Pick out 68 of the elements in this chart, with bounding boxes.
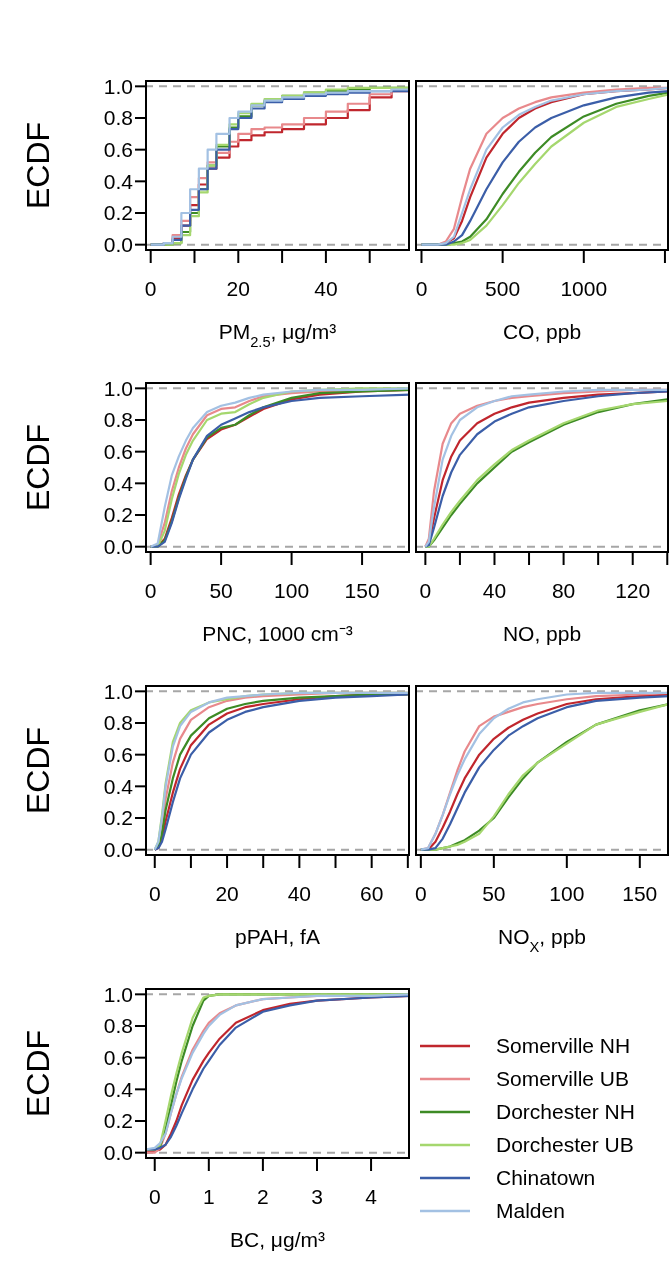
x-tick-label: 0: [148, 1184, 161, 1208]
x-tick-label: 1: [202, 1184, 215, 1208]
legend-label: Somerville UB: [496, 1067, 630, 1091]
y-tick-label: 0.8: [103, 106, 133, 130]
x-tick-label: 0: [148, 881, 161, 905]
y-tick-label: 0.2: [103, 806, 133, 830]
legend-label: Malden: [496, 1199, 565, 1223]
legend-label: Dorchester UB: [496, 1133, 634, 1157]
y-tick-label: 0.2: [103, 201, 133, 225]
x-axis-title: NO, ppb: [502, 622, 582, 645]
x-axis-title: pPAH, fA: [235, 925, 320, 948]
x-tick-label: 50: [482, 881, 506, 905]
y-tick-label: 0.4: [103, 471, 134, 495]
y-tick-label: 0.6: [103, 138, 133, 162]
y-tick-label: 0.6: [103, 743, 133, 767]
x-tick-label: 0: [415, 881, 427, 905]
y-tick-label: 0.4: [103, 169, 134, 193]
x-tick-label: 0: [144, 578, 157, 602]
y-axis-title: ECDF: [20, 726, 56, 815]
y-tick-label: 0.4: [103, 774, 134, 798]
x-axis-title: NO$_{X}$, ppb: [497, 925, 587, 955]
x-axis-title: BC, μg/m³: [230, 1228, 325, 1251]
x-tick-label: 2: [257, 1184, 269, 1208]
legend-label: Dorchester NH: [496, 1100, 635, 1124]
y-tick-label: 0.6: [103, 1046, 133, 1070]
y-tick-label: 1.0: [103, 74, 133, 98]
x-tick-label: 0: [144, 276, 157, 300]
y-tick-label: 0.0: [103, 233, 133, 257]
y-tick-label: 1.0: [103, 982, 133, 1006]
x-axis-title: PM$_{2.5}$, μg/m³: [218, 320, 337, 350]
y-tick-label: 0.4: [103, 1077, 134, 1101]
x-tick-label: 40: [482, 578, 507, 602]
x-tick-label: 1000: [560, 276, 608, 300]
y-axis-title: ECDF: [20, 423, 56, 512]
x-tick-label: 40: [314, 276, 338, 300]
y-tick-label: 0.8: [103, 408, 133, 432]
x-tick-label: 500: [485, 276, 521, 300]
x-tick-label: 20: [226, 276, 250, 300]
y-axis-title: ECDF: [20, 1029, 56, 1118]
x-tick-label: 40: [287, 881, 312, 905]
y-tick-label: 0.8: [103, 1014, 133, 1038]
y-tick-label: 1.0: [103, 376, 133, 400]
x-tick-label: 0: [415, 276, 428, 300]
y-tick-label: 1.0: [103, 679, 133, 703]
x-axis-title: PNC, 1000 cm⁻³: [202, 622, 353, 645]
x-tick-label: 20: [215, 881, 239, 905]
y-tick-label: 0.2: [103, 1109, 133, 1133]
y-tick-label: 0.0: [103, 535, 133, 559]
x-tick-label: 120: [615, 578, 651, 602]
x-tick-label: 3: [311, 1184, 323, 1208]
legend-label: Chinatown: [496, 1166, 596, 1190]
y-tick-label: 0.0: [103, 838, 133, 862]
x-tick-label: 100: [274, 578, 310, 602]
y-tick-label: 0.0: [103, 1141, 133, 1165]
x-tick-label: 4: [365, 1184, 378, 1208]
legend-label: Somerville NH: [496, 1034, 631, 1058]
x-tick-label: 0: [419, 578, 432, 602]
x-tick-label: 150: [344, 578, 380, 602]
x-axis-title: CO, ppb: [502, 320, 582, 343]
y-axis-title: ECDF: [20, 121, 56, 210]
y-tick-label: 0.6: [103, 440, 133, 464]
x-tick-label: 80: [551, 578, 576, 602]
y-tick-label: 0.2: [103, 503, 133, 527]
x-tick-label: 150: [622, 881, 658, 905]
y-tick-label: 0.8: [103, 711, 133, 735]
x-tick-label: 100: [549, 881, 585, 905]
x-tick-label: 60: [360, 881, 384, 905]
x-tick-label: 50: [209, 578, 233, 602]
